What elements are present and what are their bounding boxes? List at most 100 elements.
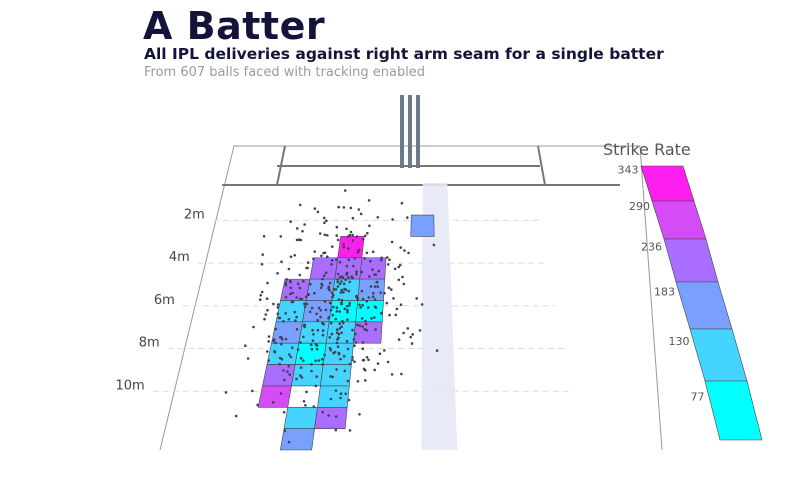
- stump: [416, 95, 420, 168]
- delivery-dot: [331, 313, 335, 317]
- delivery-dot: [303, 302, 306, 306]
- delivery-dot: [394, 313, 398, 317]
- delivery-dot: [358, 324, 362, 328]
- delivery-dot: [265, 297, 269, 301]
- delivery-dot: [321, 277, 324, 281]
- delivery-dot: [331, 375, 335, 379]
- delivery-dot: [329, 348, 333, 352]
- delivery-dot: [335, 258, 338, 262]
- delivery-dot: [299, 374, 302, 377]
- delivery-dot: [305, 266, 308, 270]
- delivery-dot: [319, 309, 323, 312]
- delivery-dot: [344, 278, 348, 282]
- delivery-dot: [317, 306, 321, 310]
- delivery-dot: [409, 335, 413, 339]
- delivery-dot: [336, 345, 340, 349]
- delivery-dot: [351, 276, 355, 280]
- delivery-dot: [371, 268, 374, 271]
- delivery-dot: [356, 250, 360, 254]
- delivery-dot: [407, 251, 410, 255]
- delivery-dot: [324, 271, 328, 275]
- delivery-dot: [401, 275, 404, 279]
- delivery-dot: [328, 301, 332, 305]
- delivery-dot: [286, 370, 289, 373]
- delivery-dot: [284, 312, 288, 315]
- delivery-dot: [345, 264, 349, 268]
- delivery-dot: [323, 300, 327, 303]
- delivery-dot: [342, 245, 346, 249]
- delivery-dot: [418, 329, 422, 332]
- delivery-dot: [351, 356, 354, 359]
- delivery-dot: [335, 368, 338, 371]
- delivery-dot: [339, 392, 343, 396]
- heatmap-cell: [337, 236, 365, 259]
- heatmap-cell: [283, 406, 318, 429]
- heatmap-cell: [314, 406, 348, 429]
- delivery-dot: [415, 297, 419, 300]
- delivery-dot: [259, 294, 263, 297]
- delivery-dot: [365, 328, 369, 332]
- delivery-dot: [282, 369, 285, 372]
- delivery-dot: [310, 369, 313, 373]
- delivery-dot: [366, 231, 369, 235]
- delivery-dot: [324, 308, 328, 312]
- delivery-dot: [294, 319, 297, 323]
- delivery-dot: [349, 230, 353, 234]
- delivery-dot: [351, 328, 354, 332]
- delivery-dot: [288, 373, 292, 376]
- delivery-dot: [338, 327, 342, 330]
- delivery-dot: [373, 298, 377, 301]
- delivery-dot: [327, 316, 331, 319]
- delivery-dot: [295, 315, 298, 319]
- delivery-dot: [365, 251, 369, 255]
- delivery-dot: [280, 336, 283, 339]
- delivery-dot: [339, 396, 342, 400]
- delivery-dot: [272, 302, 275, 306]
- delivery-dot: [352, 264, 355, 268]
- delivery-dot: [322, 216, 326, 220]
- heatmap-cell: [334, 257, 363, 280]
- delivery-dot: [365, 356, 369, 359]
- legend-swatch: [663, 238, 719, 283]
- heatmap-cell: [279, 428, 315, 451]
- delivery-dot: [355, 294, 359, 298]
- delivery-dot: [315, 347, 319, 351]
- delivery-dot: [342, 206, 346, 209]
- delivery-dot: [432, 243, 436, 247]
- delivery-dot: [362, 358, 366, 362]
- pitch-border: [159, 145, 663, 451]
- delivery-dot: [316, 329, 320, 332]
- delivery-dot: [332, 293, 335, 297]
- length-label: 2m: [184, 207, 205, 222]
- delivery-dot: [267, 359, 271, 362]
- delivery-dot: [395, 307, 399, 311]
- delivery-dot: [261, 253, 265, 256]
- delivery-dot: [348, 233, 352, 237]
- strike-rate-legend: Strike Rate 343 290 236 183 130 77: [603, 140, 763, 441]
- delivery-dot: [371, 250, 375, 254]
- delivery-dot: [390, 240, 394, 244]
- delivery-dot: [315, 375, 319, 378]
- delivery-dot: [298, 273, 302, 277]
- delivery-dot: [284, 337, 288, 341]
- delivery-dot: [399, 303, 403, 307]
- delivery-dot: [251, 389, 254, 393]
- return-crease-right: [537, 145, 546, 186]
- legend-tick-label: 130: [669, 335, 690, 348]
- delivery-dot: [435, 349, 439, 352]
- delivery-dot: [310, 306, 314, 310]
- delivery-dot: [321, 363, 324, 366]
- delivery-dot: [334, 288, 338, 291]
- delivery-dot: [287, 440, 291, 444]
- delivery-dot: [400, 201, 404, 205]
- delivery-dot: [335, 306, 339, 310]
- delivery-dot: [334, 389, 338, 392]
- length-label: 6m: [154, 293, 175, 308]
- delivery-dot: [386, 360, 390, 364]
- delivery-dot: [314, 384, 318, 388]
- delivery-dot: [322, 322, 326, 326]
- delivery-dot: [279, 392, 283, 395]
- delivery-dot: [314, 343, 318, 346]
- delivery-dot: [319, 286, 323, 290]
- delivery-dot: [347, 258, 351, 262]
